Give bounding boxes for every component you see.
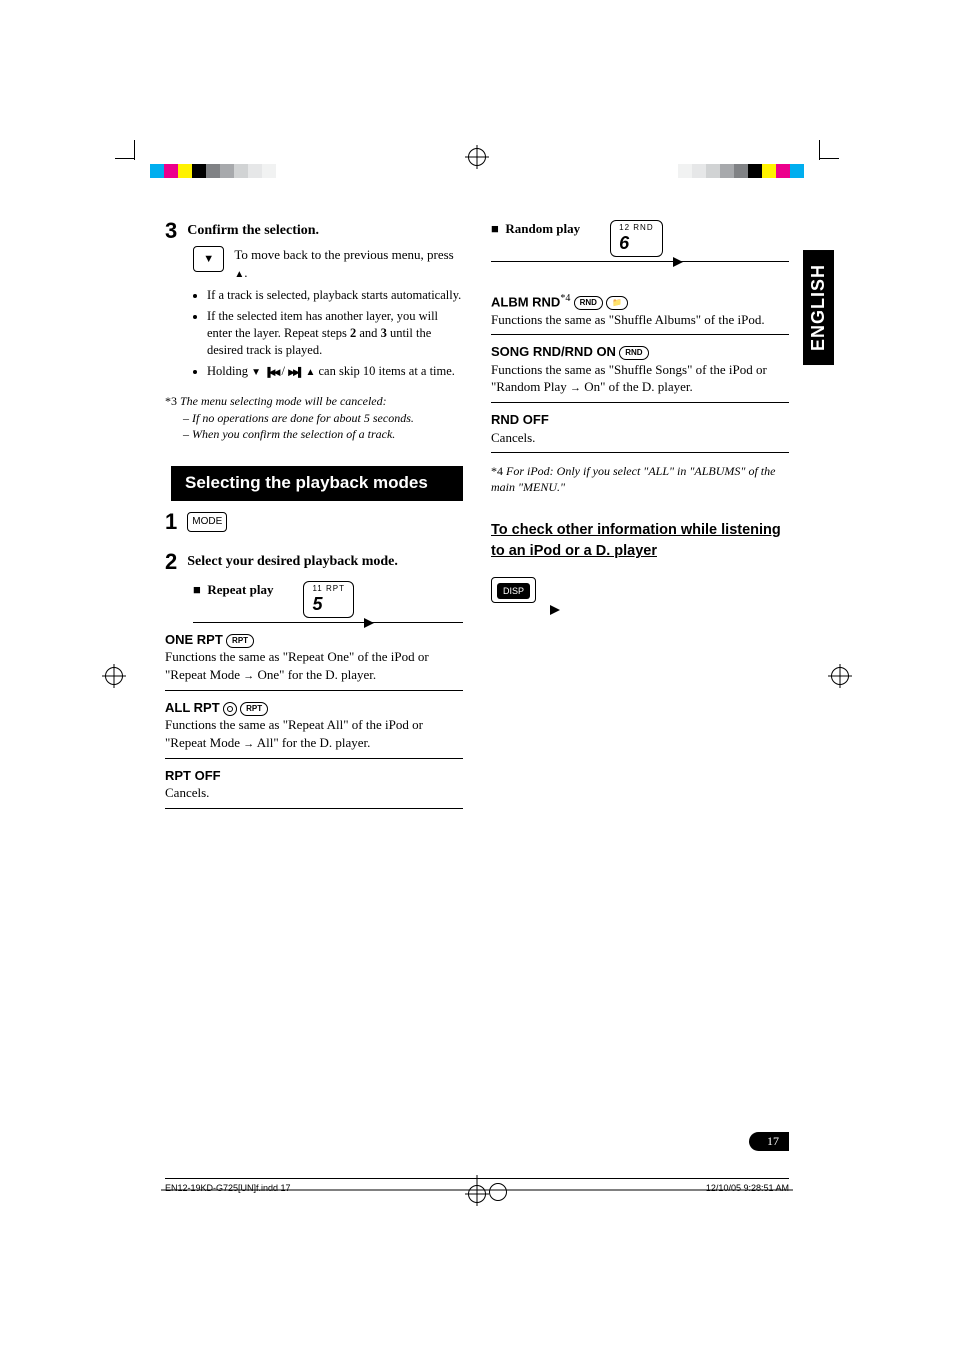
footnote-lead: The menu selecting mode will be canceled… <box>180 394 387 408</box>
rnd-badge-icon: RND <box>619 346 648 360</box>
bullet-item: Holding / can skip 10 items at a time. <box>207 363 463 380</box>
mode-description: Functions the same as "Shuffle Songs" of… <box>491 361 789 396</box>
footnote-marker: *4 <box>491 464 503 478</box>
footer-left: EN12-19KD-G725[UN]f.indd 17 <box>165 1183 291 1201</box>
disp-button-illustration: DISP <box>491 577 536 603</box>
page-number: 17 <box>749 1132 789 1151</box>
bullet-item: If the selected item has another layer, … <box>207 308 463 359</box>
repeat-play-header: ■ Repeat play 11 RPT 5 <box>193 581 463 623</box>
arrow-icon <box>673 257 683 267</box>
repeat-play-title: Repeat play <box>207 581 273 599</box>
registration-mark <box>468 148 486 166</box>
folder-badge-icon: 📁 <box>606 296 628 310</box>
rpt-badge-icon: RPT <box>240 702 268 716</box>
footer-right: 12/10/05 9:28:51 AM <box>706 1183 789 1201</box>
mode-name: ALBM RND <box>491 294 560 309</box>
random-play-header: ■ Random play 12 RND 6 <box>491 220 789 262</box>
arrow-right-icon <box>570 379 581 394</box>
color-bar-left <box>150 164 276 178</box>
step-title: Select your desired playback mode. <box>187 551 398 573</box>
page-content: 3 Confirm the selection. ▼ To move back … <box>165 220 789 1131</box>
lcd-display: 12 RND 6 <box>610 220 662 257</box>
left-column: 3 Confirm the selection. ▼ To move back … <box>165 220 463 1131</box>
step-1: 1 MODE <box>165 511 463 533</box>
section-heading: Selecting the playback modes <box>165 466 463 501</box>
registration-mark <box>831 667 849 685</box>
crop-mark <box>819 140 820 160</box>
arrow-right-icon <box>243 667 254 682</box>
step-number: 3 <box>165 220 177 242</box>
up-triangle-icon <box>305 364 315 378</box>
check-info-heading: To check other information while listeni… <box>491 520 789 564</box>
mode-description: Functions the same as "Repeat All" of th… <box>165 716 463 751</box>
mode-description: Cancels. <box>165 784 463 802</box>
down-button-icon: ▼ <box>193 246 224 272</box>
footnote-text: For iPod: Only if you select "ALL" in "A… <box>491 464 775 494</box>
all-rpt-block: ALL RPT RPT Functions the same as "Repea… <box>165 699 463 759</box>
skip-forward-icon <box>288 364 302 378</box>
step-number: 1 <box>165 511 177 533</box>
bullet-item: If a track is selected, playback starts … <box>207 287 463 304</box>
song-rnd-block: SONG RND/RND ON RND Functions the same a… <box>491 343 789 403</box>
footnote-marker: *3 <box>165 394 177 408</box>
mode-description: Functions the same as "Shuffle Albums" o… <box>491 311 789 329</box>
mode-name: SONG RND/RND ON <box>491 344 616 359</box>
right-column: ■ Random play 12 RND 6 ALBM RND*4 RND 📁 … <box>491 220 789 1131</box>
footnote-item: – When you confirm the selection of a tr… <box>183 426 463 442</box>
footnote-ref: *4 <box>560 293 570 304</box>
footer: EN12-19KD-G725[UN]f.indd 17 12/10/05 9:2… <box>165 1178 789 1201</box>
arrow-icon <box>550 605 560 615</box>
footnote-4: *4 For iPod: Only if you select "ALL" in… <box>491 463 789 495</box>
footnote-item: – If no operations are done for about 5 … <box>183 410 463 426</box>
note-text: To move back to the previous menu, press… <box>234 246 463 281</box>
crop-mark <box>819 158 839 159</box>
rpt-off-block: RPT OFF Cancels. <box>165 767 463 809</box>
mode-description: Functions the same as "Repeat One" of th… <box>165 648 463 683</box>
mode-name: RND OFF <box>491 411 789 429</box>
footnote-3: *3 The menu selecting mode will be cance… <box>165 393 463 442</box>
step-number: 2 <box>165 551 177 573</box>
arrow-right-icon <box>243 735 254 750</box>
color-bar-right <box>678 164 804 178</box>
up-triangle-icon <box>234 265 244 280</box>
albm-rnd-block: ALBM RND*4 RND 📁 Functions the same as "… <box>491 292 789 335</box>
crop-mark <box>115 158 135 159</box>
registration-mark <box>105 667 123 685</box>
lcd-display: 11 RPT 5 <box>303 581 354 618</box>
disc-badge-icon <box>223 702 237 716</box>
arrow-icon <box>364 618 374 628</box>
rnd-off-block: RND OFF Cancels. <box>491 411 789 453</box>
mode-description: Cancels. <box>491 429 789 447</box>
disp-button-icon: DISP <box>497 583 530 599</box>
skip-back-icon <box>264 364 278 378</box>
step-3-note: ▼ To move back to the previous menu, pre… <box>193 246 463 281</box>
mode-name: ALL RPT <box>165 700 220 715</box>
mode-button-icon: MODE <box>187 512 227 532</box>
step-title: Confirm the selection. <box>187 220 319 242</box>
registration-mark <box>489 1183 507 1201</box>
down-triangle-icon <box>251 364 261 378</box>
language-tab: ENGLISH <box>803 250 834 365</box>
crop-mark <box>134 140 135 160</box>
mode-name: ONE RPT <box>165 632 223 647</box>
one-rpt-block: ONE RPT RPT Functions the same as "Repea… <box>165 631 463 691</box>
random-play-title: Random play <box>505 220 580 238</box>
rnd-badge-icon: RND <box>574 296 603 310</box>
mode-name: RPT OFF <box>165 767 463 785</box>
step-3: 3 Confirm the selection. <box>165 220 463 242</box>
step-3-bullets: If a track is selected, playback starts … <box>207 287 463 379</box>
rpt-badge-icon: RPT <box>226 634 254 648</box>
step-2: 2 Select your desired playback mode. <box>165 551 463 573</box>
